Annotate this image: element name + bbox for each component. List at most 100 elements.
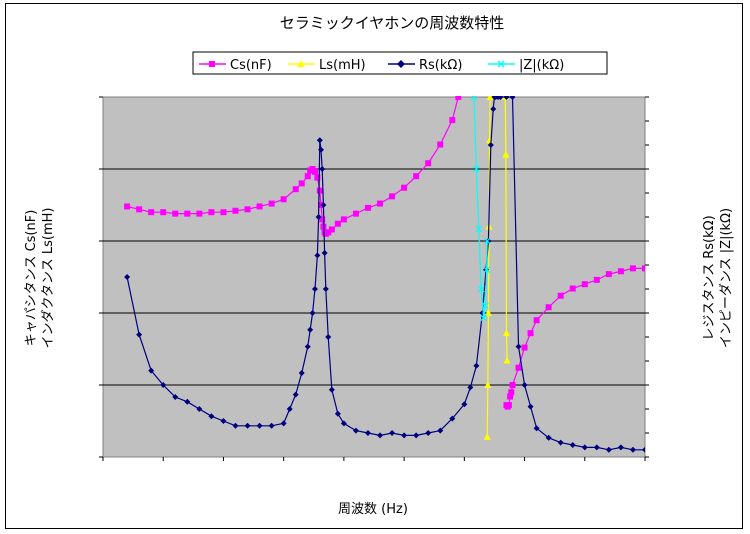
- series-1-point: [508, 389, 515, 396]
- series-3-point: [136, 331, 143, 338]
- series-3-point: [490, 106, 497, 112]
- series-0-point: [292, 186, 299, 193]
- series-2-point: [484, 309, 492, 316]
- series-0-point: [334, 220, 341, 227]
- legend-item-ls: Ls(mH): [288, 58, 366, 73]
- series-3-point: [527, 403, 534, 410]
- series-3-point: [425, 430, 432, 436]
- series-3-point: [318, 146, 325, 153]
- series-3-point: [352, 427, 359, 434]
- series-3-point: [467, 384, 474, 391]
- series-3-point: [401, 432, 408, 439]
- series-0-point: [455, 96, 462, 100]
- plot-area: [102, 96, 646, 458]
- series-3-point: [545, 434, 552, 441]
- series-3-point: [314, 252, 321, 259]
- series-0-point: [196, 210, 203, 217]
- series-3-point: [461, 401, 468, 408]
- x-marker-icon: [497, 60, 505, 68]
- series-0-point: [377, 200, 384, 207]
- series-3-point: [320, 202, 327, 208]
- series-3-point: [497, 96, 504, 100]
- series-3-point: [124, 274, 131, 280]
- series-3-point: [642, 446, 645, 453]
- series-1-point: [605, 271, 612, 278]
- series-4-point: [472, 165, 480, 173]
- series-3-point: [328, 386, 335, 393]
- series-0-point: [437, 141, 444, 148]
- series-3-point: [515, 343, 522, 350]
- series-3-point: [304, 343, 311, 350]
- y-right-axis-ticks: [645, 96, 649, 458]
- series-3-point: [629, 446, 636, 453]
- legend-label-ls: Ls(mH): [319, 58, 366, 73]
- series-3-point: [172, 394, 179, 400]
- series-0-point: [148, 209, 155, 216]
- series-1-point: [515, 364, 522, 371]
- series-1-point: [545, 304, 552, 311]
- series-0-point: [364, 204, 371, 211]
- series-0-point: [124, 203, 131, 210]
- series-3-point: [321, 250, 328, 256]
- series-0-point: [314, 174, 321, 181]
- y-right-axis-label-2: インピーダンス |Z|(kΩ): [719, 208, 734, 348]
- series-3-point: [503, 96, 510, 100]
- series-3-point: [309, 310, 316, 316]
- series-3-point: [307, 326, 314, 333]
- series-3-point: [569, 442, 576, 448]
- series-1-point: [593, 276, 600, 283]
- series-3-point: [334, 410, 341, 417]
- series-3-point: [364, 430, 371, 436]
- series-3-point: [437, 427, 444, 434]
- series-3-point: [605, 446, 612, 453]
- series-0-point: [316, 187, 323, 194]
- legend-label-cs: Cs(nF): [230, 58, 272, 73]
- series-3-point: [280, 420, 287, 427]
- series-3-point: [340, 420, 347, 427]
- series-0-point: [280, 196, 287, 203]
- series-0-point: [298, 180, 305, 187]
- chart-title: セラミックイヤホンの周波数特性: [280, 14, 505, 32]
- triangle-marker-icon: [297, 60, 305, 67]
- gridlines: [103, 168, 645, 386]
- series-3-point: [311, 286, 318, 292]
- x-axis-ticks: [102, 457, 646, 461]
- series-4-point: [477, 285, 485, 293]
- series-3-point: [473, 362, 480, 369]
- series-3-point: [617, 444, 624, 451]
- series-2-point: [483, 432, 491, 440]
- series-3-point: [292, 391, 299, 398]
- series-1-point: [507, 393, 514, 400]
- series-3-point: [319, 166, 326, 172]
- legend-item-rs: Rs(kΩ): [388, 58, 462, 73]
- y-right-axis-label: レジスタンス Rs(kΩ): [702, 215, 717, 340]
- series-3-point: [322, 286, 329, 292]
- series-3-point: [487, 142, 494, 148]
- series-1: [503, 265, 645, 410]
- series-3-point: [298, 370, 305, 376]
- series-0-point: [256, 203, 263, 210]
- series-0-point: [184, 210, 191, 217]
- series-0-point: [328, 226, 335, 233]
- series-1-point: [533, 317, 540, 324]
- series-1-point: [527, 330, 534, 337]
- series-3-point: [521, 382, 528, 388]
- series-0-point: [340, 216, 347, 223]
- series-0-point: [401, 184, 408, 191]
- series-0-point: [389, 193, 396, 200]
- legend-label-rs: Rs(kΩ): [419, 58, 462, 73]
- series-3-point: [377, 432, 384, 439]
- series-3-point: [160, 382, 167, 388]
- legend-item-cs: Cs(nF): [199, 58, 272, 73]
- series-1-point: [521, 344, 528, 351]
- series-3-point: [184, 398, 191, 405]
- series-4: [470, 96, 491, 322]
- series-1-point: [557, 292, 564, 299]
- series-3-point: [316, 137, 323, 144]
- series-0-point: [319, 216, 326, 223]
- series-0-point: [304, 173, 311, 180]
- series-3-point: [581, 444, 588, 451]
- series-2-b-line: [504, 96, 508, 361]
- series-0-point: [220, 209, 227, 216]
- series-3-point: [232, 422, 239, 429]
